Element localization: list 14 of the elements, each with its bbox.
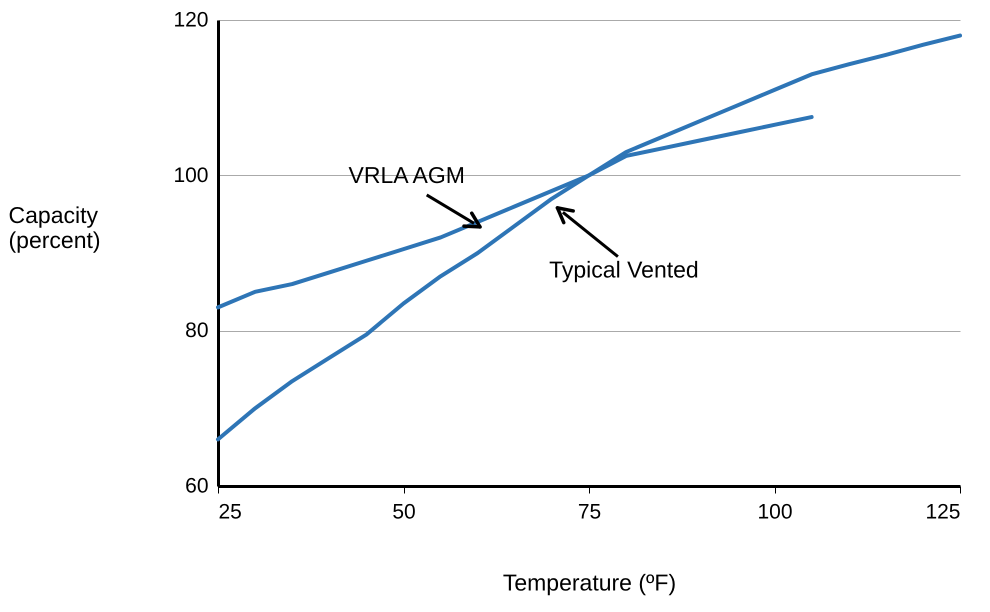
x-tick-label: 25 [218, 500, 242, 524]
series-label: Typical Vented [549, 256, 699, 283]
y-tick-label: 120 [173, 8, 208, 32]
x-tick-label: 75 [578, 500, 602, 524]
y-axis-title: Capacity (percent) [8, 202, 101, 254]
x-tick-label: 100 [757, 500, 793, 524]
line-series [216, 34, 962, 442]
series-label: VRLA AGM [348, 162, 465, 188]
x-tick-label: 125 [925, 500, 960, 524]
x-tick-label: 50 [392, 500, 416, 524]
y-tick-label: 100 [173, 164, 208, 187]
y-tick-label: 80 [185, 319, 208, 342]
y-tick-label: 60 [185, 474, 208, 498]
x-axis-title: Temperature (ºF) [502, 570, 676, 596]
